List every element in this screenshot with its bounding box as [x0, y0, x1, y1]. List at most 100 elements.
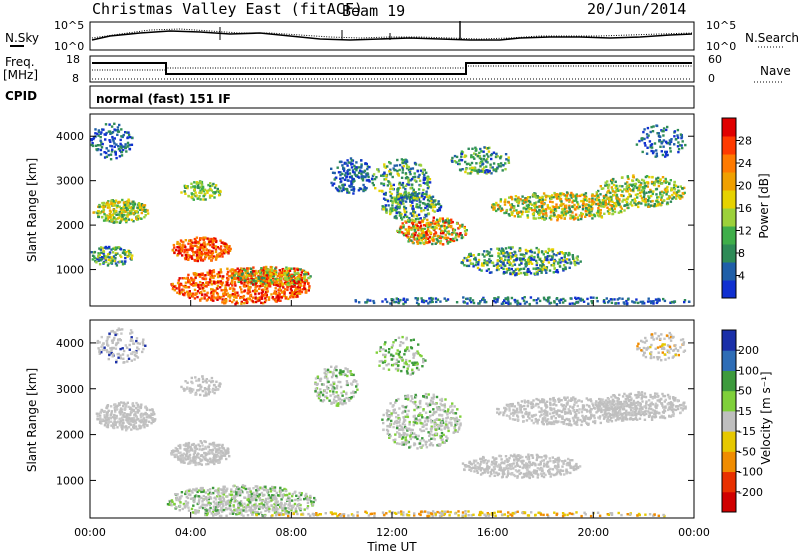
echo-cell	[171, 249, 174, 252]
echo-cell	[564, 214, 567, 217]
echo-cell	[646, 136, 649, 139]
echo-cell	[276, 274, 279, 277]
echo-cell	[634, 301, 637, 304]
echo-cell	[193, 272, 197, 275]
echo-cell	[548, 302, 551, 305]
echo-cell	[331, 171, 335, 174]
echo-cell	[555, 215, 558, 218]
echo-cell	[98, 350, 101, 353]
echo-cell	[606, 301, 610, 304]
echo-cell	[112, 216, 116, 219]
echo-cell	[405, 164, 409, 167]
echo-cell	[509, 247, 513, 251]
echo-cell	[573, 262, 576, 265]
echo-cell	[519, 302, 522, 306]
echo-cell	[151, 408, 154, 411]
echo-cell	[208, 271, 211, 274]
echo-cell	[122, 401, 126, 404]
echo-cell	[488, 271, 492, 274]
echo-cell	[279, 280, 282, 284]
echo-cell	[245, 274, 249, 277]
echo-cell	[481, 168, 484, 171]
echo-cell	[626, 190, 630, 193]
echo-cell	[363, 188, 367, 192]
echo-cell	[248, 298, 252, 301]
echo-cell	[297, 271, 300, 274]
echo-cell	[278, 299, 282, 302]
freq-tick-bottom: 8	[72, 72, 79, 85]
echo-cell	[402, 233, 406, 237]
echo-cell	[431, 239, 435, 242]
echo-cell	[198, 195, 201, 198]
echo-cell	[247, 289, 250, 292]
echo-cell	[512, 206, 516, 209]
echo-cell	[575, 297, 578, 301]
echo-cell	[104, 214, 108, 217]
echo-cell	[644, 197, 647, 201]
echo-cell	[182, 277, 185, 280]
echo-cell	[549, 258, 552, 261]
echo-cell	[673, 184, 676, 187]
echo-cell	[451, 160, 454, 163]
echo-cell	[540, 265, 544, 268]
echo-cell	[262, 269, 265, 272]
echo-cell	[249, 272, 252, 276]
echo-cell	[426, 218, 429, 222]
echo-cell	[514, 268, 518, 271]
echo-cell	[569, 297, 572, 300]
echo-cell	[219, 282, 222, 285]
echo-cell	[298, 274, 301, 278]
echo-cell	[571, 216, 574, 219]
echo-cell	[455, 233, 458, 236]
echo-cell	[556, 217, 560, 220]
echo-cell	[252, 266, 255, 269]
echo-cell	[499, 264, 503, 267]
echo-cell	[648, 191, 651, 194]
echo-cell	[222, 301, 226, 305]
echo-cell	[444, 229, 447, 232]
echo-cell	[224, 250, 227, 253]
echo-cell	[668, 196, 672, 199]
echo-cell	[628, 193, 631, 196]
echo-cell	[129, 339, 132, 342]
echo-cell	[416, 194, 419, 198]
echo-cell	[360, 164, 363, 168]
echo-cell	[104, 257, 107, 260]
echo-cell	[211, 245, 214, 248]
echo-cell	[434, 222, 437, 225]
echo-cell	[422, 197, 425, 201]
echo-cell	[259, 271, 263, 274]
echo-cell	[212, 237, 216, 240]
echo-cell	[142, 343, 145, 347]
echo-cell	[130, 208, 133, 211]
echo-cell	[207, 257, 211, 260]
echo-cell	[122, 214, 126, 217]
echo-cell	[507, 258, 511, 262]
echo-cell	[633, 201, 636, 204]
echo-cell	[455, 155, 459, 159]
echo-cell	[138, 427, 142, 430]
echo-cell	[355, 166, 358, 169]
echo-cell	[99, 417, 102, 420]
echo-cell	[209, 185, 212, 188]
echo-cell	[641, 199, 644, 202]
echo-cell	[128, 422, 131, 425]
echo-cell	[263, 300, 267, 304]
echo-cell	[665, 193, 668, 196]
echo-cell	[414, 198, 417, 201]
echo-cell	[568, 210, 571, 214]
echo-cell	[421, 202, 425, 205]
echo-cell	[634, 200, 637, 203]
echo-cell	[104, 421, 107, 425]
echo-cell	[411, 196, 414, 200]
echo-cell	[416, 192, 419, 196]
echo-cell	[390, 298, 393, 301]
echo-cell	[396, 169, 399, 173]
echo-cell	[548, 216, 552, 220]
echo-cell	[627, 186, 630, 189]
echo-cell	[581, 298, 584, 302]
echo-cell	[522, 267, 526, 270]
echo-cell	[557, 193, 561, 196]
echo-cell	[481, 160, 484, 163]
